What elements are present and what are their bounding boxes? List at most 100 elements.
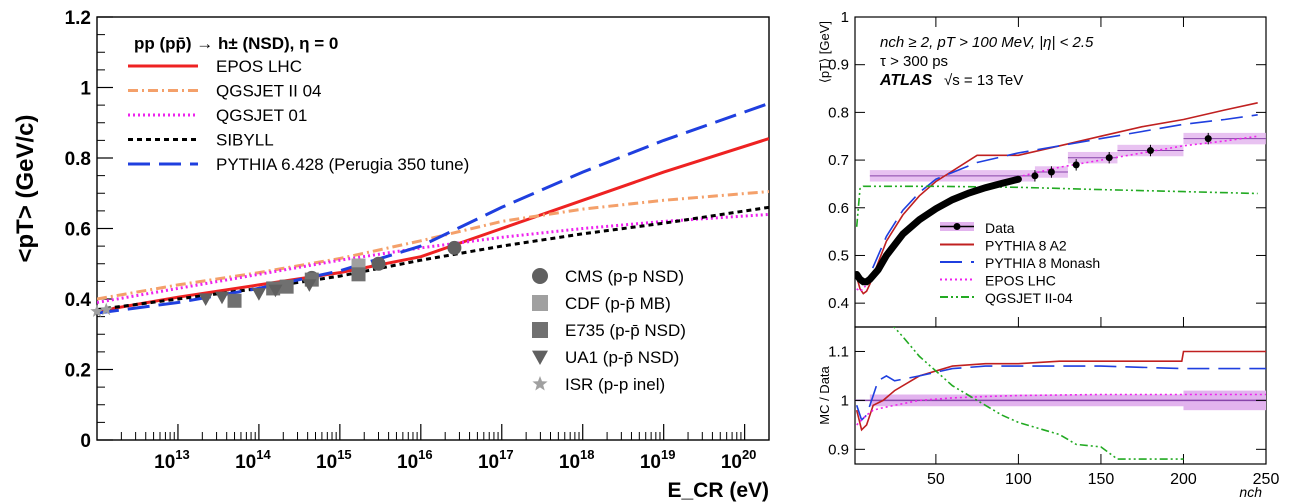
point-cms xyxy=(447,240,462,255)
legend-label: UA1 (p-p̄ NSD) xyxy=(565,348,679,367)
ratio-xtick-label: 150 xyxy=(1088,471,1115,488)
xtick-exp: 19 xyxy=(661,447,675,462)
xtick-base: 10 xyxy=(559,452,580,473)
legend-label: ISR (p-p inel) xyxy=(565,375,665,394)
ratio-xtick-label: 100 xyxy=(1005,471,1032,488)
rt-ytick-label: 0.4 xyxy=(828,295,849,312)
ratio-curves xyxy=(855,327,1266,460)
xtick-exp: 15 xyxy=(337,447,351,462)
point-ua1 xyxy=(268,284,283,298)
point-ua1 xyxy=(302,279,317,292)
point-e735 xyxy=(351,267,366,282)
point-e735 xyxy=(227,293,242,308)
left-xtick-label: 1016 xyxy=(397,447,433,473)
xtick-exp: 18 xyxy=(580,447,594,462)
ratio-curve-pythia-8-a2 xyxy=(855,350,1266,432)
rt-ytick-label: 0.5 xyxy=(828,247,849,264)
point-ua1 xyxy=(251,288,266,301)
legend-label: CMS (p-p NSD) xyxy=(565,267,684,286)
rt-legend-label: PYTHIA 8 A2 xyxy=(985,238,1067,254)
legend-label: E735 (p-p̄ NSD) xyxy=(565,321,686,340)
legend-label: PYTHIA 6.428 (Perugia 350 tune) xyxy=(216,155,469,174)
right-ratio-chart: 0.9 1 1.1 50 100 150 200 250 MC / Data nch xyxy=(817,326,1280,500)
left-ytick-label: 0.4 xyxy=(65,290,92,311)
xtick-base: 10 xyxy=(397,452,418,473)
xtick-exp: 17 xyxy=(499,447,513,462)
ratio-ytick-label: 1 xyxy=(841,392,849,409)
left-x-axis-label: E_CR (eV) xyxy=(667,479,769,502)
legend-label: EPOS LHC xyxy=(216,57,302,76)
rt-curves xyxy=(855,102,1258,295)
xtick-base: 10 xyxy=(154,452,175,473)
xtick-base: 10 xyxy=(721,452,742,473)
xtick-base: 10 xyxy=(316,452,337,473)
rt-annotation-energy: √s = 13 TeV xyxy=(944,72,1023,89)
xtick-base: 10 xyxy=(640,452,661,473)
curve-qgsjet-01 xyxy=(97,212,769,304)
ratio-xtick-label: 250 xyxy=(1253,471,1280,488)
rt-ytick-label: 0.6 xyxy=(828,200,849,217)
ratio-ytick-label: 1.1 xyxy=(828,343,849,360)
rt-y-axis-label: ⟨pT⟩ [GeV] xyxy=(817,21,832,83)
left-xtick-label: 1013 xyxy=(154,447,190,473)
rt-ytick-label: 0.8 xyxy=(828,104,849,121)
legend-label: QGSJET 01 xyxy=(216,106,307,125)
left-legend-title: pp (pp̄) → h± (NSD), η = 0 xyxy=(134,34,338,53)
rt-legend-label: EPOS LHC xyxy=(985,273,1056,289)
rt-legend-marker xyxy=(953,223,961,230)
rt-ytick-label: 0.9 xyxy=(828,57,849,74)
legend-label: CDF (p-p̄ MB) xyxy=(565,294,671,313)
legend-label: SIBYLL xyxy=(216,131,274,150)
point-cms xyxy=(371,256,386,271)
xtick-exp: 20 xyxy=(742,447,756,462)
rt-annotation-tau: τ > 300 ps xyxy=(880,53,948,70)
xtick-base: 10 xyxy=(478,452,499,473)
point-ua1 xyxy=(198,293,213,306)
xtick-base: 10 xyxy=(235,452,256,473)
point-ua1 xyxy=(214,291,229,305)
legend-marker xyxy=(532,295,548,311)
left-ytick-label: 0 xyxy=(80,431,91,452)
left-xtick-label: 1017 xyxy=(478,447,514,473)
left-xtick-label: 1015 xyxy=(316,447,352,473)
left-xtick-label: 1014 xyxy=(235,447,271,473)
xtick-exp: 16 xyxy=(418,447,432,462)
ratio-curve-qgsjet-ii-04 xyxy=(893,327,1184,460)
point-isr xyxy=(99,302,113,316)
xtick-exp: 13 xyxy=(175,447,189,462)
left-plot-frame xyxy=(96,16,770,441)
rt-curve-pythia-8-a2 xyxy=(855,102,1258,295)
rt-annotation-atlas: ATLAS xyxy=(879,72,932,89)
left-ytick-label: 0.6 xyxy=(65,220,91,241)
ratio-curve-epos-lhc xyxy=(856,393,1266,426)
legend-marker xyxy=(532,376,548,391)
left-xtick-label: 1020 xyxy=(721,447,757,473)
right-top-chart: 0.4 0.5 0.6 0.7 0.8 0.9 1 ⟨pT⟩ [GeV] nch ≥ 2, pT… xyxy=(817,9,1267,328)
curve-epos-lhc xyxy=(97,137,769,313)
legend-marker xyxy=(532,350,548,365)
xtick-exp: 14 xyxy=(256,447,271,462)
legend-marker xyxy=(532,322,548,338)
rt-annotation-cuts: nch ≥ 2, pT > 100 MeV, |η| < 2.5 xyxy=(880,34,1094,51)
point-e735 xyxy=(279,279,294,294)
left-xtick-label: 1018 xyxy=(559,447,595,473)
rt-ytick-label: 0.7 xyxy=(828,152,849,169)
rt-legend-label: PYTHIA 8 Monash xyxy=(985,255,1100,271)
ratio-y-axis-label: MC / Data xyxy=(817,365,832,424)
data-dense-points xyxy=(855,175,1022,286)
ratio-ytick-label: 0.9 xyxy=(828,441,849,458)
rt-legend-label: Data xyxy=(985,220,1015,236)
legend-marker xyxy=(532,268,548,284)
left-ytick-label: 0.2 xyxy=(65,361,91,382)
left-ytick-label: 1.2 xyxy=(65,8,91,29)
ratio-x-axis-label: nch xyxy=(1239,484,1262,500)
ratio-xtick-label: 200 xyxy=(1170,471,1197,488)
point-isr xyxy=(90,304,104,317)
rt-legend-label: QGSJET II-04 xyxy=(985,290,1073,306)
curve-qgsjet-ii-04 xyxy=(97,190,769,301)
left-ytick-label: 0.8 xyxy=(65,149,91,170)
rt-ytick-label: 1 xyxy=(841,9,849,26)
rt-curve-qgsjet-ii-04 xyxy=(855,185,1258,227)
